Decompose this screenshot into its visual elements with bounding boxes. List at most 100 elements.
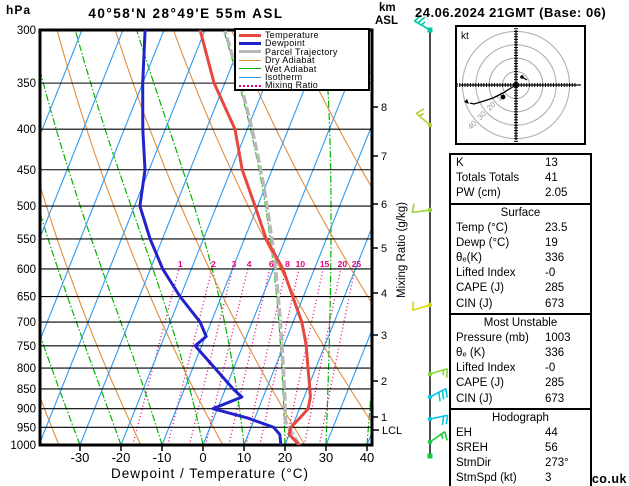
temperature-tick-labels: -30 -20 -10 0 10 20 30 40 <box>71 445 374 465</box>
pressure-tick-label: 1000 <box>10 440 36 452</box>
km-mark-label: 8 <box>381 102 387 114</box>
legend-line-sample <box>239 42 261 46</box>
km-mark-label: 1 <box>381 412 387 424</box>
panel-row: StmDir 273° <box>451 456 590 471</box>
pressure-tick-label: 600 <box>17 264 36 276</box>
pressure-tick-label: 650 <box>17 292 36 304</box>
panel-row: EH 44 <box>451 426 590 441</box>
legend-item-label: Temperature <box>265 30 319 40</box>
panel-row-value: 273° <box>545 457 569 470</box>
panel-row-label: Totals Totals <box>456 172 520 185</box>
legend: Temperature Dewpoint Parcel Trajectory Dry … <box>234 28 370 91</box>
hodograph-ring-label: 20 <box>485 99 498 112</box>
temperature-tick-label: 40 <box>360 450 374 465</box>
wind-barb-column <box>411 14 449 459</box>
pressure-tick-labels: 300 350 400 450 500 550 600 650 700 750 800 850 900 9… <box>10 25 36 452</box>
legend-item: Dewpoint <box>239 39 368 48</box>
panel-row-value: 285 <box>545 377 565 390</box>
isobar-lines <box>38 28 374 447</box>
panel-row-label: Temp (°C) <box>456 221 508 234</box>
panel-row-label: Lifted Index <box>456 362 516 375</box>
panel-row: SREH 56 <box>451 441 590 456</box>
panel-row-label: Dewp (°C) <box>456 236 510 249</box>
wind-barb <box>427 414 449 426</box>
isotherm-lines <box>40 30 372 445</box>
wind-barb <box>427 387 448 402</box>
legend-line-sample <box>239 68 261 70</box>
legend-item: Wet Adiabat <box>239 64 368 73</box>
panel-row-value: 56 <box>545 442 558 455</box>
legend-item: Parcel Trajectory <box>239 46 368 57</box>
temperature-curve <box>198 30 312 445</box>
pressure-tick-label: 300 <box>17 25 36 37</box>
panel-row-label: K <box>456 157 464 169</box>
panel-row: Totals Totals 41 <box>451 171 590 186</box>
panel-row-value: -0 <box>545 362 556 375</box>
panel-row-value: 13 <box>545 157 558 169</box>
panel-row-label: Lifted Index <box>456 267 516 280</box>
panel-row: CIN (J) 673 <box>451 297 590 312</box>
panel-row-value: 3 <box>545 472 552 485</box>
panel-row: Pressure (mb) 1003 <box>451 331 590 346</box>
panel-row: K 13 <box>451 156 590 171</box>
legend-line-sample <box>239 84 261 87</box>
pressure-tick-label: 800 <box>17 363 36 375</box>
dewpoint-curve <box>138 30 283 445</box>
pressure-tick-label: 400 <box>17 124 36 136</box>
panel-row-value: -0 <box>545 267 556 280</box>
panel-row: Lifted Index -0 <box>451 266 590 281</box>
wind-barb <box>415 108 433 128</box>
pressure-tick-label: 750 <box>17 341 36 353</box>
panel-row: PW (cm) 2.05 <box>451 186 590 201</box>
hodograph: 10203040kt <box>455 25 586 145</box>
panel-section-title: Surface <box>500 206 541 219</box>
panel-section: Hodograph EH 44 SREH 56 StmDir 273° StmSpd (kt)… <box>449 407 592 486</box>
run-datetime: 24.06.2024 21GMT (Base: 06) <box>415 5 607 20</box>
temperature-tick-label: 10 <box>237 450 251 465</box>
panel-row-label: CIN (J) <box>456 297 493 310</box>
pressure-tick-label: 450 <box>17 165 36 177</box>
panel-row: CAPE (J) 285 <box>451 281 590 296</box>
mixing-ratio-value: 25 <box>352 259 362 269</box>
hodograph-unit-label: kt <box>461 31 469 42</box>
panel-row-value: 41 <box>545 172 558 185</box>
panel-row-value: 285 <box>545 282 565 295</box>
panel-row-value: 673 <box>545 392 565 405</box>
pressure-tick-label: 550 <box>17 234 36 246</box>
km-mark-label: 6 <box>381 199 387 211</box>
km-mark-label: 3 <box>381 330 387 342</box>
mixing-ratio-value: 6 <box>269 259 274 269</box>
legend-line-sample <box>239 59 261 61</box>
pressure-axis-unit: hPa <box>6 3 32 17</box>
wet-adiabat-lines <box>40 30 372 445</box>
panel-row: Lifted Index -0 <box>451 361 590 376</box>
panel-row-value: 19 <box>545 236 558 249</box>
legend-line-sample <box>239 50 261 54</box>
legend-item-label: Mixing Ratio <box>265 80 319 91</box>
panel-row-label: StmDir <box>456 457 492 470</box>
panel-row-value: 336 <box>545 347 565 360</box>
panel-row-label: CIN (J) <box>456 392 493 405</box>
temperature-tick-label: -10 <box>153 450 172 465</box>
pressure-tick-label: 950 <box>17 422 36 434</box>
km-mark-label: 7 <box>381 151 387 163</box>
legend-line-sample <box>239 33 261 37</box>
legend-item: Isotherm <box>239 72 368 82</box>
panel-section-title: Hodograph <box>492 411 549 424</box>
pressure-tick-label: 900 <box>17 404 36 416</box>
wind-barb <box>427 367 449 378</box>
panel-row-value: 1003 <box>545 331 571 344</box>
panel-row-value: 673 <box>545 297 565 310</box>
panel-row-label: CAPE (J) <box>456 377 504 390</box>
legend-item-label: Parcel Trajectory <box>265 46 338 57</box>
pressure-tick-label: 850 <box>17 384 36 396</box>
wind-barb <box>411 203 433 214</box>
panel-row-label: StmSpd (kt) <box>456 472 517 485</box>
legend-line-sample <box>239 76 261 78</box>
panel-row: Dewp (°C) 19 <box>451 236 590 251</box>
km-axis-marks: 1 2 3 4 5 6 7 8 LCL <box>372 102 402 437</box>
mixing-ratio-value: 8 <box>285 259 290 269</box>
panel-section: Surface Temp (°C) 23.5 Dewp (°C) 19 θₑ(K) 336 L… <box>449 202 592 315</box>
